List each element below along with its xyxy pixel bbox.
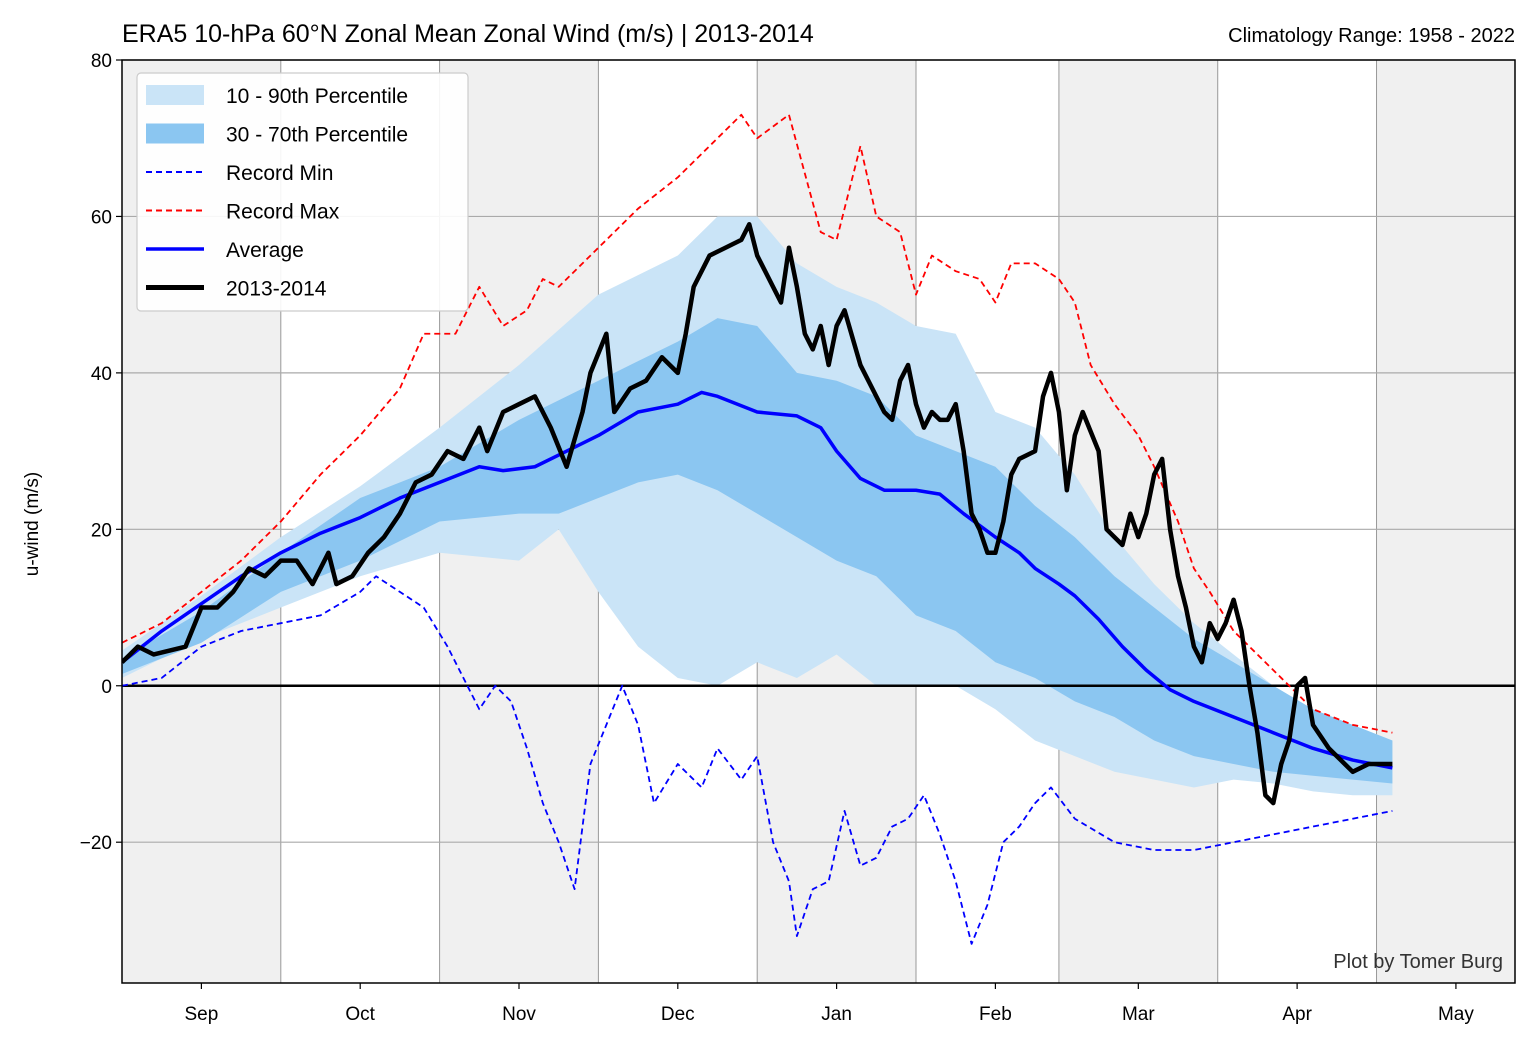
legend-swatch [146, 123, 204, 144]
x-tick-label: Dec [661, 1004, 695, 1025]
y-tick-label: 80 [91, 51, 112, 72]
legend-box [136, 72, 469, 312]
x-tick-label: Jan [821, 1004, 852, 1025]
y-tick-label: 20 [91, 520, 112, 541]
series-lines [122, 113, 1393, 945]
x-axis-ticks: Sep Oct Nov Dec Jan Feb Mar Apr May [184, 983, 1474, 1025]
x-tick-label: Apr [1282, 1004, 1312, 1025]
legend-swatch [146, 85, 204, 105]
legend-label: Average [226, 239, 304, 262]
series-average [122, 390, 1393, 770]
x-tick-label: Feb [979, 1004, 1012, 1025]
legend-label: 30 - 70th Percentile [226, 124, 408, 147]
y-tick-label: −20 [80, 833, 112, 854]
legend: 10 - 90th Percentile 30 - 70th Percentile… [136, 72, 469, 312]
chart-subtitle: Climatology Range: 1958 - 2022 [1228, 25, 1515, 47]
x-tick-label: Nov [502, 1004, 536, 1025]
legend-label: Record Min [226, 162, 333, 185]
x-tick-label: Oct [345, 1004, 375, 1025]
legend-label: 2013-2014 [226, 278, 327, 301]
percentile-bands [122, 216, 1393, 796]
series-2013-2014 [122, 222, 1393, 806]
legend-label: Record Max [226, 201, 340, 224]
band-30-70th-percentile [122, 318, 1393, 784]
series-record-min [122, 575, 1393, 945]
plot-frame [121, 59, 1516, 984]
series-record-max [122, 113, 1393, 734]
x-tick-label: May [1438, 1004, 1474, 1025]
credit-label: Plot by Tomer Burg [1333, 951, 1503, 973]
x-tick-label: Sep [184, 1004, 218, 1025]
y-tick-label: 60 [91, 207, 112, 228]
y-tick-label: 0 [101, 677, 112, 698]
chart-title: ERA5 10-hPa 60°N Zonal Mean Zonal Wind (… [122, 20, 814, 48]
x-tick-label: Mar [1122, 1004, 1155, 1025]
y-tick-label: 40 [91, 364, 112, 385]
y-axis-label: u-wind (m/s) [22, 472, 43, 577]
legend-label: 10 - 90th Percentile [226, 85, 408, 108]
y-axis-ticks: 80 60 40 20 0 −20 [80, 51, 122, 854]
month-shade [1376, 60, 1515, 983]
